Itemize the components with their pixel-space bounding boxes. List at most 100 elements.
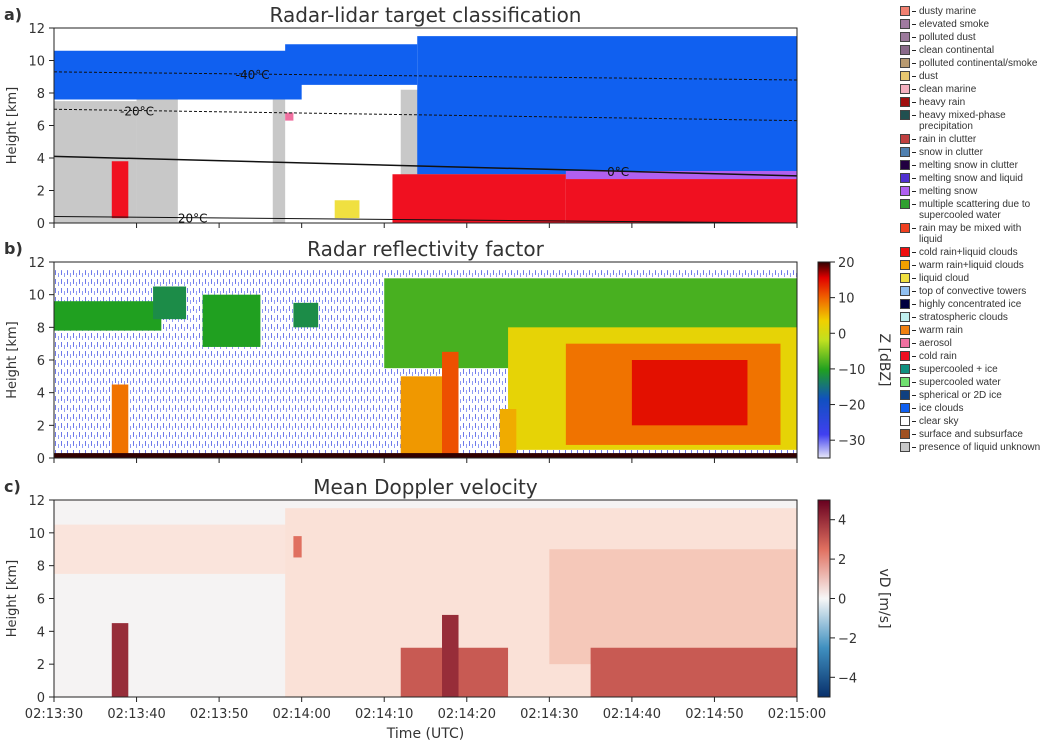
data-region-7 [417,36,797,175]
isotherm-label: -40°C [236,68,270,82]
legend-item: clean continental [900,45,1045,56]
y-tick-label: 2 [37,185,45,200]
legend-item: heavy rain [900,97,1045,108]
colorbar-label: vD [m/s] [876,568,892,628]
legend-swatch [900,19,910,29]
legend-label: aerosol [919,338,952,349]
legend-swatch [900,58,910,68]
legend-swatch [900,71,910,81]
legend-label: rain may be mixed with liquid [919,223,1022,245]
legend-item: clean marine [900,84,1045,95]
legend-item: clear sky [900,416,1045,427]
legend-label: polluted continental/smoke [919,58,1038,69]
legend-item: rain in clutter [900,134,1045,145]
legend-tick [912,317,916,318]
legend-label: snow in clutter [919,147,983,158]
data-region-13 [285,112,294,121]
data-region-12 [54,453,797,458]
panel-a: -40°C -20°C 0°C 20°C 0 2 4 6 8 10 12 a) Radar-lidar … [4,3,798,232]
legend-tick [912,63,916,64]
legend-tick [912,265,916,266]
data-region-2 [549,549,797,665]
colorbar-tick-label: −10 [838,363,865,378]
data-region-6 [590,647,797,697]
legend-item: cold rain+liquid clouds [900,247,1045,258]
data-region-3 [293,302,319,328]
legend-item: melting snow [900,186,1045,197]
legend-tick [912,37,916,38]
legend-swatch [900,186,910,196]
legend-tick [912,50,916,51]
legend-item: supercooled + ice [900,364,1045,375]
legend-tick [912,434,916,435]
colorbar-tick-label: 2 [838,553,846,568]
legend-label: dusty marine [919,6,977,17]
legend-label: clear sky [919,416,959,427]
legend-item: ice clouds [900,403,1045,414]
legend-item: multiple scattering due to supercooled w… [900,199,1045,221]
y-tick-label: 10 [28,55,45,70]
legend-label: heavy rain [919,97,966,108]
y-tick-label: 6 [37,120,45,135]
legend-swatch [900,134,910,144]
y-tick-label: 8 [37,87,45,102]
x-tick-label: 02:14:00 [272,707,330,722]
legend-item: heavy mixed-phase precipitation [900,110,1045,132]
legend-tick [912,291,916,292]
legend-item: liquid cloud [900,273,1045,284]
legend-item: stratospheric clouds [900,312,1045,323]
x-axis-label: Time (UTC) [386,726,464,742]
legend-label: warm rain+liquid clouds [919,260,1024,271]
legend-swatch [900,325,910,335]
legend-label: clean marine [919,84,977,95]
isotherm-label: 20°C [178,212,208,226]
data-region-7 [293,536,302,558]
legend-swatch [900,377,910,387]
y-tick-label: 10 [28,527,45,542]
x-tick-label: 02:14:40 [603,707,661,722]
legend-swatch [900,390,910,400]
legend-swatch [900,299,910,309]
legend-label: melting snow [919,186,978,197]
colorbar-tick-label: 0 [838,593,846,608]
data-region-11 [499,409,517,458]
legend-tick [912,139,916,140]
legend-label: multiple scattering due to supercooled w… [919,199,1031,221]
legend-swatch [900,312,910,322]
legend-tick [912,24,916,25]
legend-tick [912,369,916,370]
legend-label: melting snow and liquid [919,173,1023,184]
legend-label: clean continental [919,45,995,56]
colorbar-tick-label: −20 [838,399,865,414]
legend-item: dust [900,71,1045,82]
legend-label: polluted dust [919,32,976,43]
legend-label: ice clouds [919,403,964,414]
data-region-7 [631,360,748,426]
x-tick-label: 02:13:50 [190,707,248,722]
legend-item: presence of liquid unknown [900,442,1045,453]
colorbar-tick-label: −4 [838,671,857,686]
data-region-10 [392,174,566,223]
legend-swatch [900,110,910,120]
legend-item: elevated smoke [900,19,1045,30]
isotherm-label: 0°C [607,165,629,179]
legend-swatch [900,338,910,348]
legend-item: warm rain [900,325,1045,336]
legend-label: cold rain+liquid clouds [919,247,1018,258]
legend-item: top of convective towers [900,286,1045,297]
legend-tick [912,252,916,253]
y-tick-label: 0 [37,217,45,232]
colorbar-tick-label: −30 [838,434,865,449]
legend-item: polluted dust [900,32,1045,43]
x-tick-label: 02:15:00 [768,707,826,722]
legend-item: dusty marine [900,6,1045,17]
colorbar-tick-label: 0 [838,327,846,342]
legend-label: supercooled + ice [919,364,998,375]
legend-swatch [900,97,910,107]
data-region-8 [111,384,129,458]
legend-tick [912,447,916,448]
legend-swatch [900,45,910,55]
legend-tick [912,382,916,383]
legend-label: stratospheric clouds [919,312,1008,323]
